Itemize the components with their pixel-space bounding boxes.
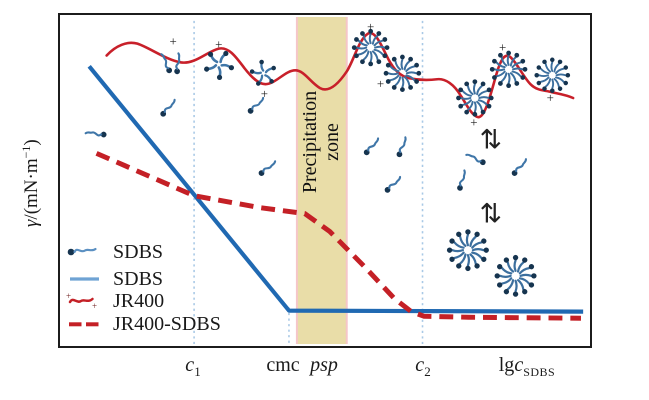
precipitation-zone-label: Precipitation zone bbox=[299, 90, 343, 194]
surfactant-monomer-icon bbox=[67, 247, 97, 256]
precipitation-zone-band bbox=[296, 16, 347, 345]
symbols-layer: ++ ++++++⇅⇅ bbox=[170, 20, 554, 230]
curves-layer bbox=[87, 64, 584, 321]
y-axis-label: γ/(mN·m−1) bbox=[18, 139, 43, 228]
plot-area: + + + + + + + + ⇅ ⇅ Precipitation zone SDBS SDBS … bbox=[58, 13, 592, 348]
x-tick-c1: c1 bbox=[185, 354, 201, 379]
sdbs-curve bbox=[87, 64, 584, 314]
surfactant-monomer-icon bbox=[453, 169, 473, 193]
x-tick-c2: c2 bbox=[415, 354, 431, 379]
positive-charge-symbol: + bbox=[92, 301, 97, 310]
positive-charge-symbol: + bbox=[261, 87, 268, 101]
surface-aggregate-icon bbox=[160, 51, 174, 76]
positive-charge-symbol: + bbox=[499, 41, 506, 55]
micelle-icon bbox=[534, 58, 570, 93]
micelle-icon bbox=[447, 229, 489, 271]
micelle-icon bbox=[495, 255, 537, 297]
micelle-icon bbox=[352, 29, 390, 66]
chart-canvas: ++ ++++++⇅⇅ bbox=[84, 16, 584, 345]
molecular-artwork-layer bbox=[84, 29, 575, 297]
solid-line-icon bbox=[70, 277, 99, 281]
micelle-icon bbox=[456, 79, 494, 116]
positive-charge-symbol: + bbox=[170, 35, 177, 49]
surfactant-monomer-icon bbox=[255, 160, 280, 178]
x-tick-psp: psp bbox=[310, 354, 338, 376]
equilibrium-arrows: ⇅ bbox=[480, 124, 502, 155]
legend-item-sdbs-line: SDBS bbox=[66, 268, 164, 290]
x-axis-label: lgcSDBS bbox=[498, 354, 556, 379]
gamma-symbol: γ bbox=[21, 219, 43, 228]
legend-label: SDBS bbox=[113, 268, 164, 290]
surfactant-monomer-icon bbox=[84, 124, 109, 142]
legend-item-jr400-sdbs: JR400-SDBS bbox=[66, 313, 221, 335]
equilibrium-arrows: ⇅ bbox=[480, 199, 502, 230]
positive-charge-symbol: + bbox=[547, 91, 554, 105]
red-wavy-line-icon: + + bbox=[66, 292, 97, 310]
legend-label: SDBS bbox=[113, 241, 164, 263]
legend-label: JR400-SDBS bbox=[113, 313, 221, 335]
surfactant-monomer-icon bbox=[381, 175, 406, 195]
legend-item-sdbs-molecule: SDBS bbox=[66, 241, 164, 263]
positive-charge-symbol: + bbox=[377, 77, 384, 91]
red-dashed-line-icon bbox=[69, 322, 99, 327]
x-tick-cmc: cmc bbox=[266, 354, 300, 376]
surfactant-monomer-icon bbox=[360, 137, 384, 158]
surface-aggregate-icon bbox=[202, 48, 237, 82]
surface-aggregate-icon bbox=[170, 52, 187, 77]
positive-charge-symbol: + bbox=[66, 292, 71, 301]
legend-label: JR400 bbox=[113, 290, 165, 312]
marker-lines-layer bbox=[193, 20, 424, 345]
positive-charge-symbol: + bbox=[367, 20, 374, 34]
surfactant-monomer-icon bbox=[508, 158, 532, 179]
surfactant-monomer-icon bbox=[392, 136, 413, 160]
band-layer bbox=[295, 16, 348, 345]
legend-item-jr400: + + JR400 bbox=[66, 290, 165, 312]
surfactant-monomer-icon bbox=[156, 98, 181, 119]
micelle-icon bbox=[490, 51, 528, 88]
positive-charge-symbol: + bbox=[215, 38, 222, 52]
positive-charge-symbol: + bbox=[470, 116, 477, 130]
